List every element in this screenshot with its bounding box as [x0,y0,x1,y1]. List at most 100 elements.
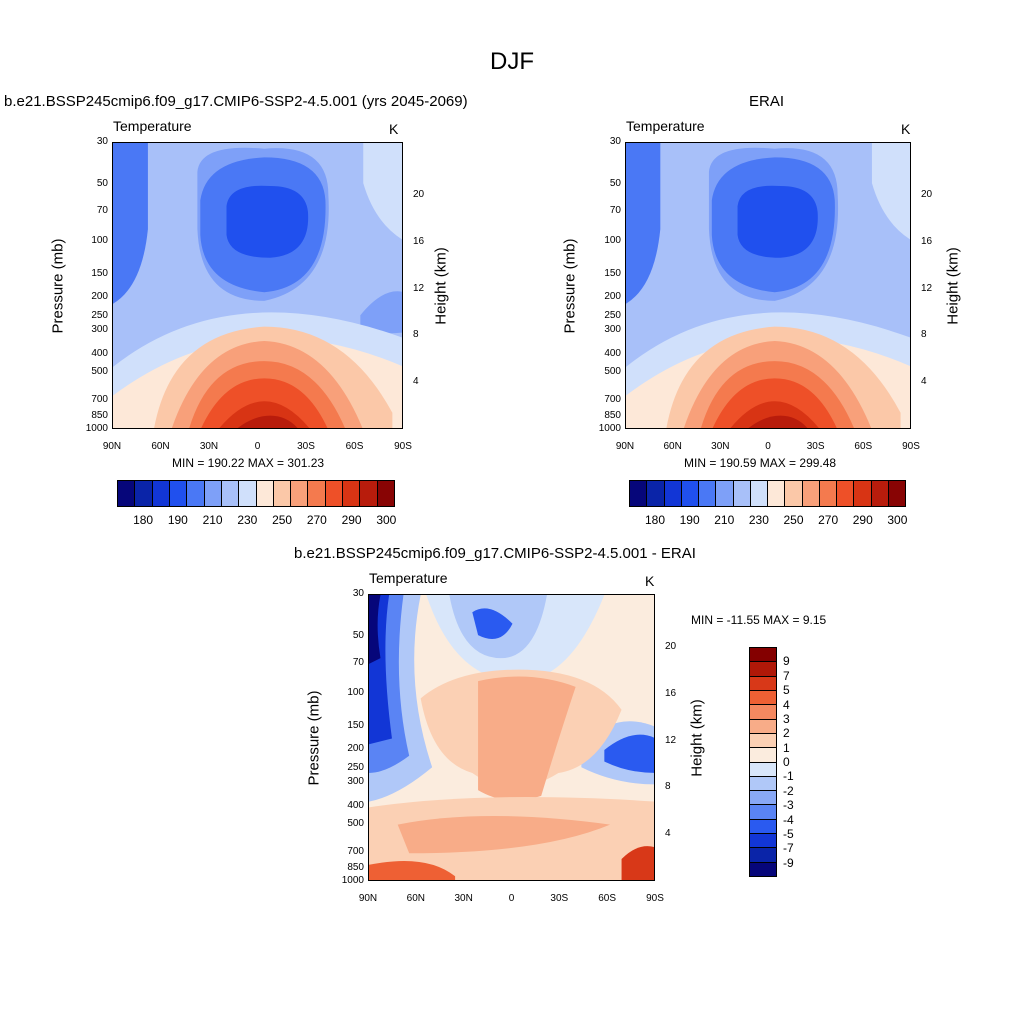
left-variable-label: Temperature [113,118,192,134]
contour-band-east-blob [360,291,402,334]
colorbar-swatch [343,481,361,506]
colorbar-swatch [647,481,665,506]
colorbar-swatch [630,481,648,506]
contour-band-neg-east-core [604,734,654,773]
y2-tick-label: 8 [413,329,419,341]
y-tick-label: 1000 [341,875,364,886]
contour-band-tropopause-core [226,185,309,258]
colorbar-swatch [152,481,170,506]
contour-band-pale-east [871,143,910,240]
x-tick-label: 30N [711,441,730,452]
colorbar-swatch [750,690,776,706]
y2-tick-label: 12 [413,282,425,294]
colorbar-swatch [750,719,776,734]
colorbar-label: 210 [202,513,223,527]
contour-fill [369,595,654,880]
y2-tick-label: 8 [665,781,671,793]
y-tick-label: 200 [347,743,364,755]
y2-tick-label: 16 [665,687,677,699]
colorbar-label: -1 [783,769,794,784]
colorbar-swatch [750,819,776,835]
colorbar-swatch [837,481,855,506]
right-min-max: MIN = 190.59 MAX = 299.48 [684,456,837,470]
contour-fill [113,143,402,428]
colorbar-label: -9 [783,855,794,870]
contour-band-pale-east [363,143,402,240]
y-tick-label: 300 [91,324,108,336]
y-tick-label: 1000 [85,423,108,434]
contour-band-min [369,595,381,664]
y-tick-label: 150 [604,267,621,279]
colorbar-swatch [325,481,344,506]
colorbar-swatch [291,481,309,506]
colorbar-label: 270 [306,513,327,527]
colorbar-label: 3 [783,711,790,726]
x-tick-label: 0 [254,441,261,452]
colorbar-label: -2 [783,783,794,798]
colorbar-swatch [204,481,222,506]
y-tick-label: 1000 [598,423,621,434]
colorbar-swatch [802,481,820,506]
colorbar-swatch [664,481,682,506]
colorbar-swatch [750,733,776,749]
colorbar-label: 270 [818,513,839,527]
diff-colorbar [749,647,777,877]
diff-y-axis-title: Pressure (mb) [305,690,323,786]
colorbar-swatch [733,481,751,506]
y2-tick-label: 4 [665,828,671,840]
x-tick-label: 60S [345,441,364,452]
y-tick-label: 400 [91,348,108,359]
colorbar-swatch [273,481,292,506]
x-tick-label: 90S [646,893,664,904]
diff-variable-label: Temperature [369,570,448,586]
colorbar-swatch [716,481,734,506]
y-tick-label: 850 [604,409,621,421]
colorbar-label: 190 [167,513,188,527]
colorbar-swatch [750,762,776,777]
colorbar-swatch [750,481,768,506]
colorbar-swatch [681,481,699,506]
x-tick-label: 90N [358,893,378,904]
y-tick-label: 850 [347,861,364,873]
x-tick-label: 30S [297,441,315,452]
contour-fill [626,143,910,428]
colorbar-swatch [750,848,776,863]
y2-tick-label: 4 [921,376,927,388]
colorbar-label: 290 [852,513,873,527]
colorbar-swatch [750,834,776,849]
contour-band-max [237,415,298,428]
colorbar-swatch [377,481,394,506]
y-tick-label: 300 [604,324,621,336]
diff-contour-plot [368,594,655,881]
y2-tick-label: 4 [413,376,419,388]
colorbar-label: 230 [748,513,769,527]
x-tick-label: 60N [151,441,170,452]
colorbar-label: -3 [783,798,794,813]
y-tick-label: 100 [91,234,108,246]
y-tick-label: 250 [604,309,621,321]
y2-tick-label: 20 [921,189,933,201]
contour-band-pos-2 [478,676,576,801]
colorbar-swatch [785,481,803,506]
colorbar-label: 1 [783,740,790,755]
x-tick-label: 90N [615,441,635,452]
y2-tick-label: 12 [665,734,677,746]
y2-tick-label: 12 [921,282,933,294]
colorbar-swatch [871,481,889,506]
diff-min-max: MIN = -11.55 MAX = 9.15 [691,613,827,627]
colorbar-label: 5 [783,683,790,698]
x-tick-label: 60N [406,893,425,904]
colorbar-label: 9 [783,654,790,669]
x-tick-label: 60N [663,441,682,452]
colorbar-label: 190 [679,513,700,527]
right-colorbar [629,480,906,507]
y-tick-label: 100 [347,686,364,698]
contour-band-upper-core [472,608,513,640]
y-tick-label: 50 [609,177,621,189]
colorbar-swatch [221,481,240,506]
colorbar-swatch [118,481,136,506]
colorbar-label: 210 [714,513,735,527]
y-tick-label: 250 [347,761,364,773]
x-tick-label: 30N [454,893,473,904]
colorbar-label: 4 [783,697,790,712]
